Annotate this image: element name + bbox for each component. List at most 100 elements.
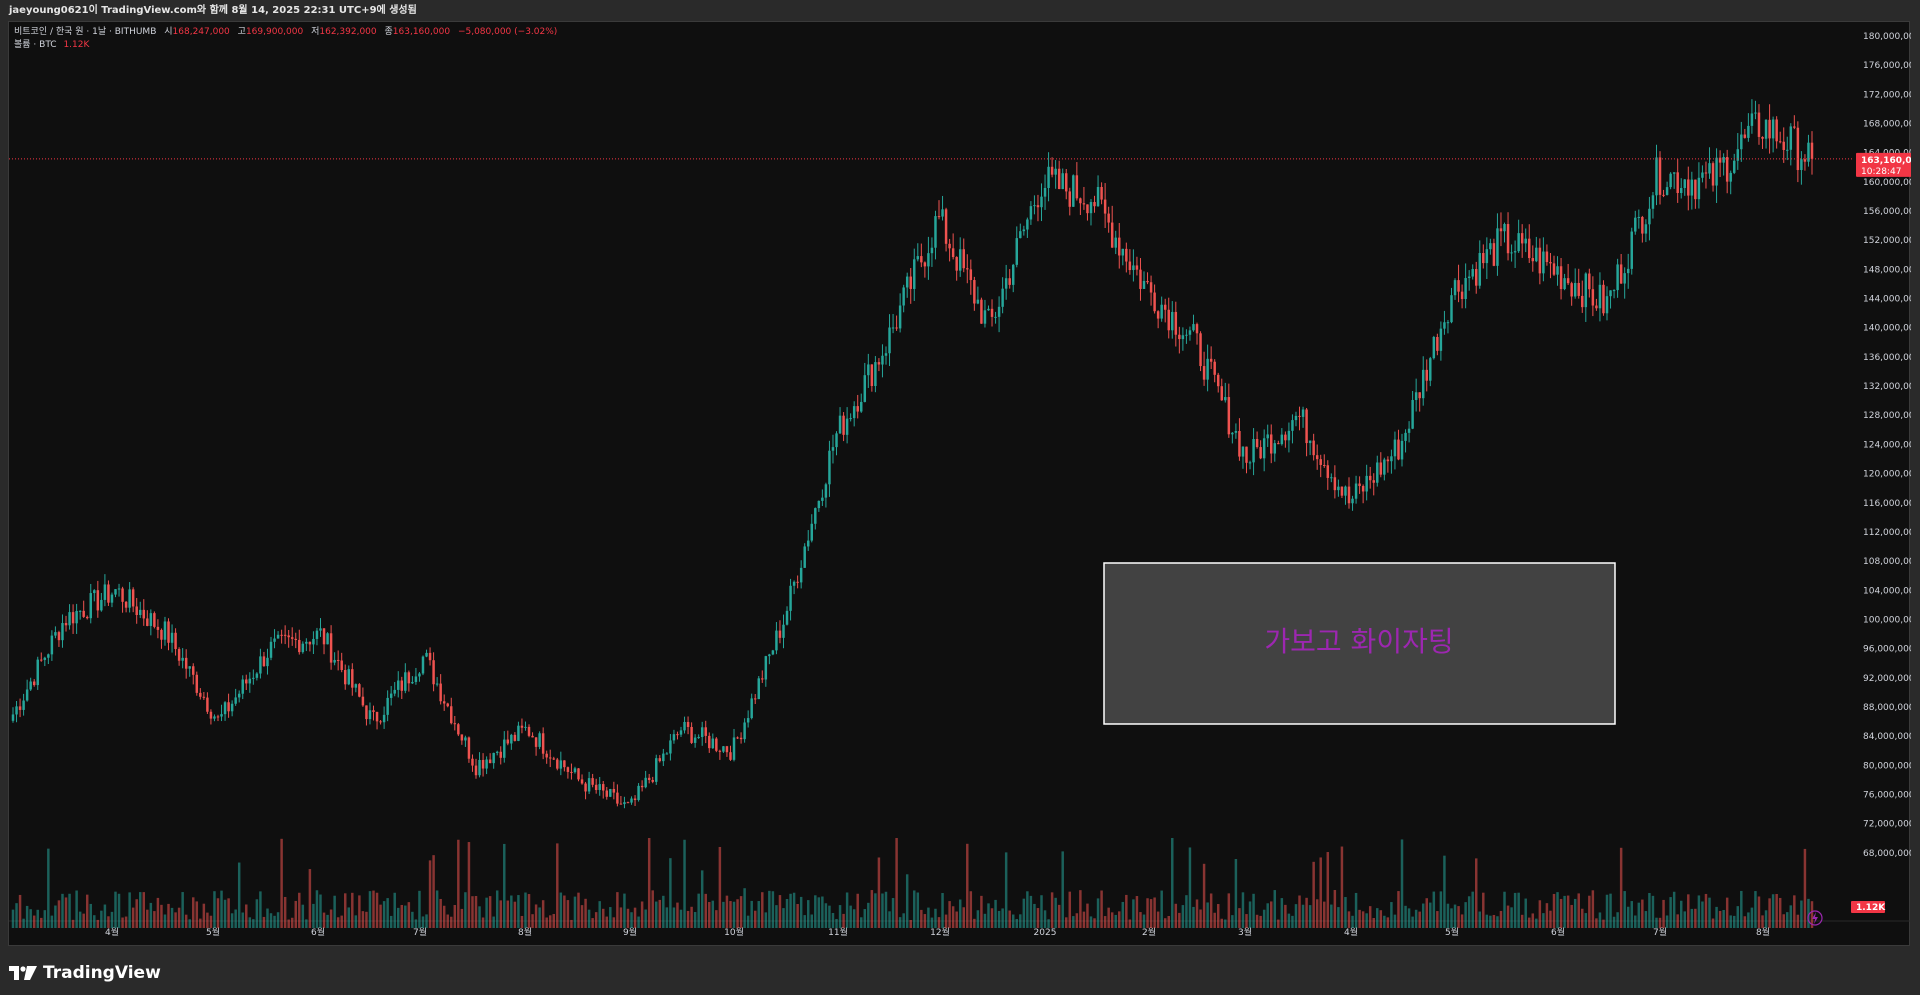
volume-bar bbox=[1591, 890, 1595, 928]
candle-body bbox=[704, 727, 707, 736]
chart-area[interactable]: 180,000,000 176,000,000 172,000,000 168,000… bbox=[8, 21, 1911, 947]
candle-body bbox=[1273, 443, 1277, 454]
volume-bar bbox=[110, 911, 114, 928]
candle-body bbox=[644, 777, 647, 788]
volume-bar bbox=[368, 891, 372, 928]
volume-bar bbox=[584, 898, 587, 928]
volume-bar bbox=[1609, 893, 1612, 928]
volume-bar bbox=[245, 904, 248, 928]
candle-body bbox=[1072, 175, 1075, 207]
candle-body bbox=[778, 630, 782, 638]
candle-body bbox=[43, 657, 47, 660]
volume-bar bbox=[1344, 897, 1347, 928]
candle-body bbox=[1188, 330, 1192, 335]
candle-body bbox=[559, 760, 563, 769]
candle-body bbox=[775, 630, 778, 651]
x-tick-label: 6월 bbox=[1551, 926, 1565, 938]
candle-body bbox=[1722, 157, 1725, 163]
candle-body bbox=[1520, 233, 1524, 244]
candle-body bbox=[1718, 157, 1722, 163]
volume-bar bbox=[538, 907, 541, 928]
volume-bar bbox=[513, 901, 517, 928]
volume-bar bbox=[941, 893, 944, 928]
volume-bar bbox=[1556, 892, 1559, 928]
volume-bar bbox=[556, 843, 559, 928]
candle-body bbox=[1786, 149, 1789, 151]
candle-body bbox=[495, 751, 499, 753]
candle-body bbox=[372, 710, 375, 712]
volume-bar bbox=[803, 915, 806, 928]
candle-body bbox=[1697, 177, 1701, 200]
candle-body bbox=[202, 696, 206, 698]
candle-body bbox=[520, 725, 524, 728]
volume-bar bbox=[1768, 898, 1771, 928]
tradingview-logo[interactable]: TradingView bbox=[9, 963, 161, 983]
volume-bar bbox=[757, 901, 760, 928]
volume-bar bbox=[753, 910, 757, 928]
candle-body bbox=[354, 684, 358, 688]
volume-bar bbox=[644, 909, 647, 928]
volume-bar bbox=[1011, 914, 1015, 928]
candle-body bbox=[206, 697, 209, 712]
candle-body bbox=[545, 753, 548, 758]
candle-body bbox=[888, 327, 891, 354]
volume-bar bbox=[1118, 911, 1121, 928]
candle-body bbox=[40, 659, 43, 661]
candle-body bbox=[764, 656, 768, 680]
volume-bar bbox=[319, 894, 322, 928]
volume-bar bbox=[1050, 892, 1054, 928]
candle-body bbox=[1637, 216, 1641, 218]
candle-body bbox=[867, 364, 870, 376]
volume-bar bbox=[61, 893, 64, 928]
volume-bar bbox=[336, 917, 340, 928]
volume-bar bbox=[732, 901, 736, 928]
volume-bar bbox=[930, 917, 934, 928]
volume-bar bbox=[602, 908, 605, 928]
volume-bar bbox=[1771, 894, 1775, 928]
volume-label[interactable]: 볼륨 · BTC bbox=[14, 40, 57, 50]
volume-bar bbox=[400, 904, 404, 928]
volume-bar bbox=[25, 905, 29, 928]
y-tick-label: 140,000,000 bbox=[1863, 324, 1911, 334]
volume-bar bbox=[460, 908, 464, 928]
candle-body bbox=[1075, 175, 1079, 199]
volume-bar bbox=[209, 915, 213, 928]
candle-body bbox=[252, 677, 255, 679]
candle-body bbox=[951, 248, 955, 258]
candle-body bbox=[647, 777, 651, 780]
volume-bar bbox=[160, 904, 163, 928]
candle-body bbox=[1333, 477, 1337, 491]
candle-body bbox=[587, 778, 591, 792]
volume-bar bbox=[425, 914, 428, 928]
candle-body bbox=[336, 659, 340, 661]
volume-bar bbox=[531, 914, 534, 928]
volume-bar bbox=[241, 912, 244, 928]
volume-bar bbox=[1566, 895, 1570, 928]
candle-body bbox=[623, 802, 626, 805]
volume-bar bbox=[442, 905, 446, 928]
candle-body bbox=[909, 276, 912, 289]
volume-bar bbox=[485, 897, 488, 928]
candle-body bbox=[1096, 186, 1100, 207]
volume-bar bbox=[492, 916, 495, 928]
candle-body bbox=[1277, 443, 1280, 445]
volume-bar bbox=[333, 895, 336, 928]
volume-bar bbox=[1400, 839, 1404, 928]
volume-bar bbox=[966, 843, 969, 928]
candle-body bbox=[1648, 208, 1651, 225]
volume-bar bbox=[495, 890, 499, 928]
candlestick-chart[interactable]: 180,000,000 176,000,000 172,000,000 168,000… bbox=[9, 22, 1911, 947]
candle-body bbox=[1676, 172, 1679, 194]
candle-body bbox=[142, 609, 146, 619]
volume-bar bbox=[114, 891, 117, 928]
candle-body bbox=[245, 679, 248, 684]
volume-bar bbox=[1651, 895, 1655, 928]
volume-bar bbox=[1365, 913, 1368, 928]
volume-bar bbox=[831, 912, 835, 928]
candle-body bbox=[732, 737, 736, 760]
volume-bar bbox=[510, 895, 513, 928]
volume-bar bbox=[1602, 919, 1605, 928]
candle-body bbox=[1294, 415, 1298, 421]
candle-body bbox=[110, 594, 114, 603]
symbol-label[interactable]: 비트코인 / 한국 원 · 1날 · BITHUMB bbox=[14, 27, 157, 37]
